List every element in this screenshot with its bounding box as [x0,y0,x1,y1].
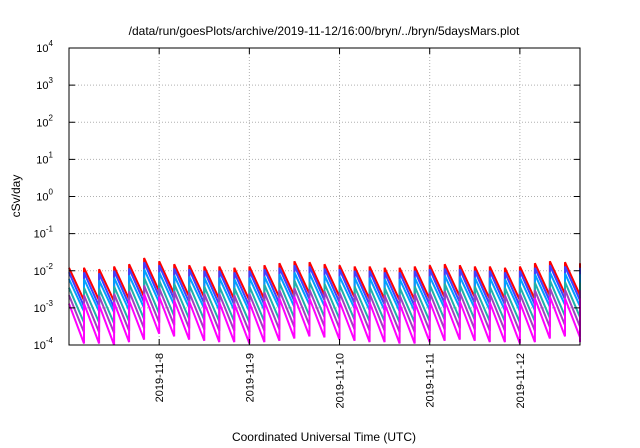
y-axis: 10-4 10-3 10-2 10-1 100 101 102 103 104 [34,39,580,352]
chart-title: /data/run/goesPlots/archive/2019-11-12/1… [129,24,520,38]
x-axis-label: Coordinated Universal Time (UTC) [232,430,416,444]
y-tick-label: 10-3 [34,299,54,315]
y-axis-label: cSv/day [9,175,23,218]
x-tick-label: 2019-11-12 [515,353,527,408]
y-tick-label: 101 [36,150,53,166]
y-tick-label: 100 [36,188,53,204]
y-tick-label: 10-2 [34,262,54,278]
x-tick-label: 2019-11-9 [244,353,256,402]
y-tick-label: 103 [36,76,53,92]
x-tick-label: 2019-11-11 [425,353,437,408]
y-tick-label: 10-1 [34,225,54,241]
y-tick-label: 104 [36,39,53,55]
y-tick-label: 10-4 [34,336,54,352]
x-tick-label: 2019-11-10 [335,353,347,408]
x-axis: 2019-11-8 2019-11-9 2019-11-10 2019-11-11 20… [154,48,527,408]
y-tick-label: 102 [36,113,53,129]
x-tick-label: 2019-11-8 [154,353,166,402]
series-layer [68,257,581,346]
